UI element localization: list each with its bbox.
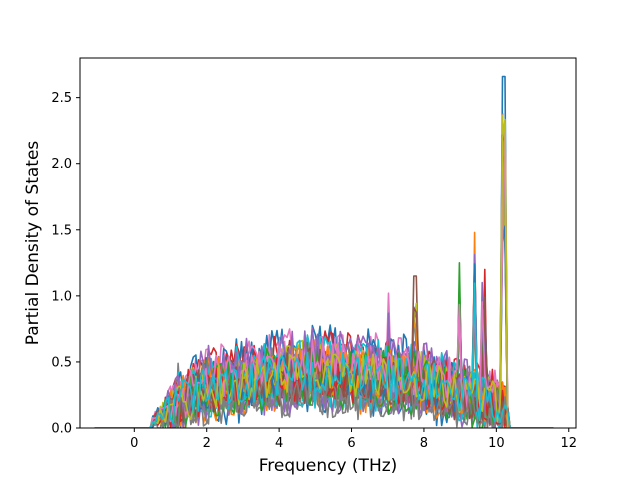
x-tick-label: 10 [488, 436, 505, 451]
y-tick-label: 2.5 [51, 91, 72, 106]
x-tick-label: 0 [130, 436, 138, 451]
x-tick-label: 2 [203, 436, 211, 451]
y-axis-label: Partial Density of States [23, 141, 43, 346]
x-tick-label: 8 [420, 436, 428, 451]
y-tick-label: 1.0 [51, 289, 72, 304]
pdos-series-38 [94, 372, 554, 428]
x-axis-label: Frequency (THz) [259, 456, 398, 476]
axes-layer: 0 2 4 6 8 10 12 0.0 0.5 1.0 1.5 2.0 2.5 [51, 91, 577, 451]
series-layer [94, 75, 554, 428]
y-tick-label: 0.0 [51, 422, 72, 437]
x-tick-label: 6 [347, 436, 355, 451]
plot-frame [79, 57, 577, 429]
y-tick-label: 1.5 [51, 223, 72, 238]
y-tick-label: 0.5 [51, 355, 72, 370]
x-tick-label: 12 [560, 436, 577, 451]
x-tick-label: 4 [275, 436, 283, 451]
pdos-series-40 [94, 282, 554, 428]
y-tick-label: 2.0 [51, 157, 72, 172]
